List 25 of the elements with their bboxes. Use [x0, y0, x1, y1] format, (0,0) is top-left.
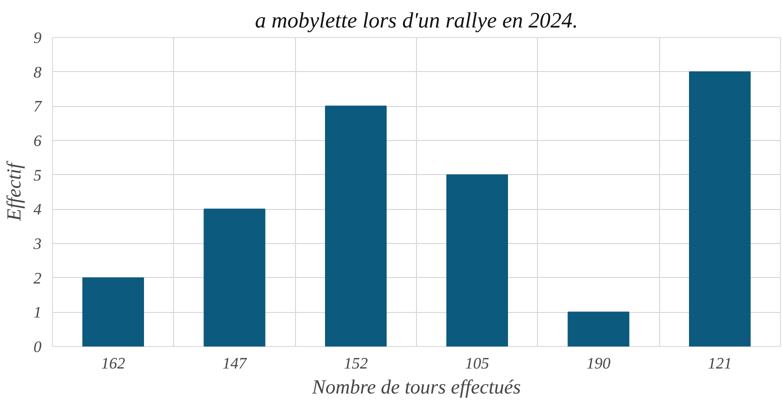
- bar: [689, 71, 751, 346]
- y-tick-label: 4: [34, 202, 42, 219]
- bar: [325, 106, 387, 346]
- bar: [82, 277, 144, 346]
- x-tick-label: 152: [344, 356, 368, 372]
- x-tick-label: 162: [101, 356, 126, 372]
- y-axis-title: Effectif: [4, 160, 26, 222]
- x-tick-label: 190: [586, 356, 610, 372]
- x-tick-label: 105: [465, 356, 490, 372]
- bar: [568, 312, 630, 346]
- y-tick-label: 0: [34, 339, 42, 356]
- x-tick-label: 147: [222, 356, 248, 372]
- y-tick-label: 5: [34, 167, 42, 184]
- x-tick-label: 121: [708, 356, 732, 372]
- chart-title: a mobylette lors d'un rallye en 2024.: [254, 8, 578, 32]
- y-tick-label: 9: [34, 30, 42, 47]
- x-axis-title: Nombre de tours effectués: [311, 376, 522, 398]
- bar: [446, 174, 508, 346]
- y-tick-label: 1: [34, 304, 42, 322]
- y-tick-label: 2: [34, 270, 42, 288]
- y-tick-label: 7: [34, 98, 42, 116]
- y-tick-label: 3: [32, 236, 42, 253]
- bar: [204, 208, 266, 346]
- y-tick-label: 6: [34, 133, 42, 150]
- y-tick-label: 8: [34, 64, 42, 82]
